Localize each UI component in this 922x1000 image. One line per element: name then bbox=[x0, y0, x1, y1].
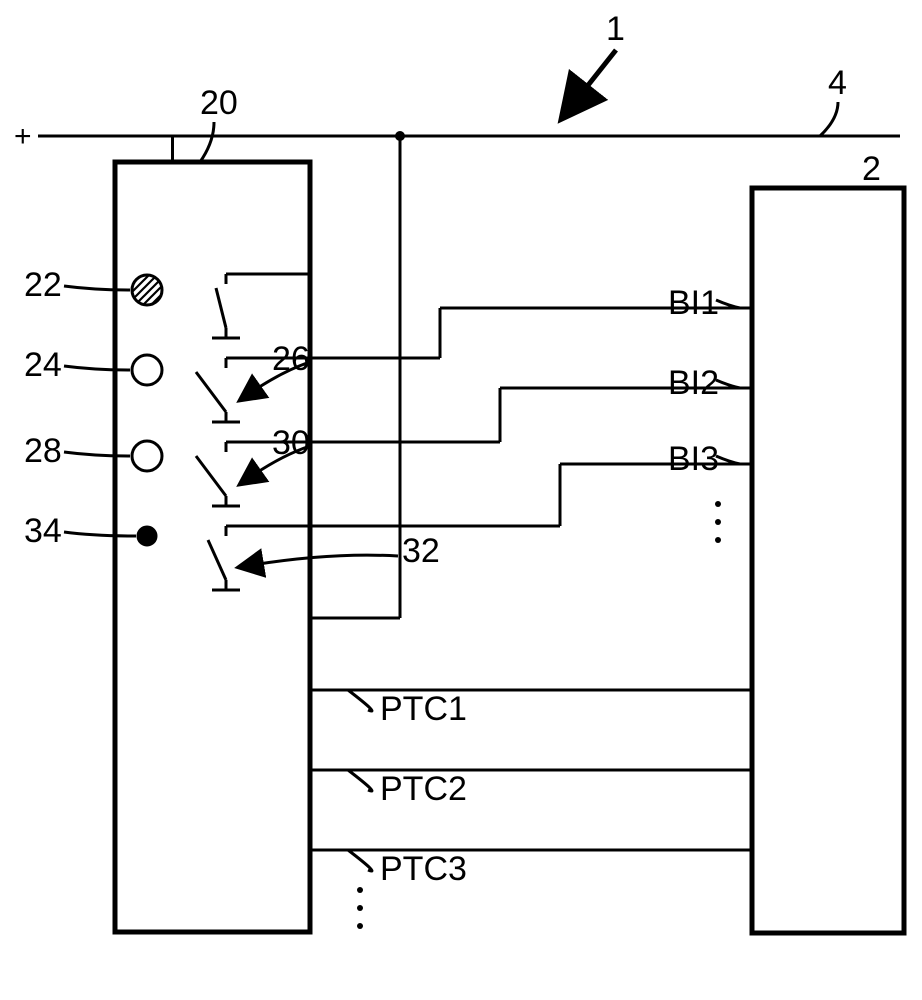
switch-30-blade bbox=[196, 456, 226, 496]
label-2: 2 bbox=[862, 150, 881, 188]
label-ptc1: PTC1 bbox=[380, 690, 467, 728]
label-1: 1 bbox=[606, 10, 625, 48]
label-ptc2: PTC2 bbox=[380, 770, 467, 808]
ellipsis-ptc-dot-2 bbox=[357, 923, 363, 929]
leader-1 bbox=[570, 50, 616, 108]
leader-ptc1 bbox=[348, 690, 372, 711]
ellipsis-bi-dot-0 bbox=[715, 501, 721, 507]
label-34: 34 bbox=[24, 512, 62, 550]
label-bi2: BI2 bbox=[668, 364, 719, 402]
ellipsis-bi-dot-2 bbox=[715, 537, 721, 543]
indicator-24 bbox=[132, 355, 162, 385]
indicator-34 bbox=[138, 527, 156, 545]
label-bi1: BI1 bbox=[668, 284, 719, 322]
junction-vbus-rail bbox=[395, 131, 405, 141]
label-32: 32 bbox=[402, 532, 440, 570]
label-4: 4 bbox=[828, 64, 847, 102]
leader-20 bbox=[200, 122, 214, 162]
leader-ptc3 bbox=[348, 850, 372, 871]
leader-4 bbox=[820, 102, 838, 136]
indicator-28 bbox=[132, 441, 162, 471]
leader-led24 bbox=[64, 366, 130, 370]
switch-32-blade bbox=[208, 540, 226, 580]
label-30: 30 bbox=[272, 424, 310, 462]
block-2 bbox=[752, 188, 904, 933]
leader-led22 bbox=[64, 286, 130, 290]
leader-ptc2 bbox=[348, 770, 372, 791]
label-24: 24 bbox=[24, 346, 62, 384]
switch-top-blade bbox=[216, 288, 226, 328]
circuit-diagram: +1 4 2 20 22 24 26 28 30 32 34 BI1 BI2 BI3 PTC1 PTC2 PTC… bbox=[0, 0, 922, 1000]
leader-led28 bbox=[64, 452, 130, 456]
label-22: 22 bbox=[24, 266, 62, 304]
label-ptc3: PTC3 bbox=[380, 850, 467, 888]
label-bi3: BI3 bbox=[668, 440, 719, 478]
leader-led34 bbox=[64, 532, 136, 536]
plus-label: + bbox=[14, 120, 32, 153]
indicator-22 bbox=[132, 275, 162, 305]
label-26: 26 bbox=[272, 340, 310, 378]
ellipsis-ptc-dot-1 bbox=[357, 905, 363, 911]
label-28: 28 bbox=[24, 432, 62, 470]
switch-26-blade bbox=[196, 372, 226, 412]
leader-32 bbox=[246, 555, 398, 566]
ellipsis-ptc-dot-0 bbox=[357, 887, 363, 893]
ellipsis-bi-dot-1 bbox=[715, 519, 721, 525]
label-20: 20 bbox=[200, 84, 238, 122]
